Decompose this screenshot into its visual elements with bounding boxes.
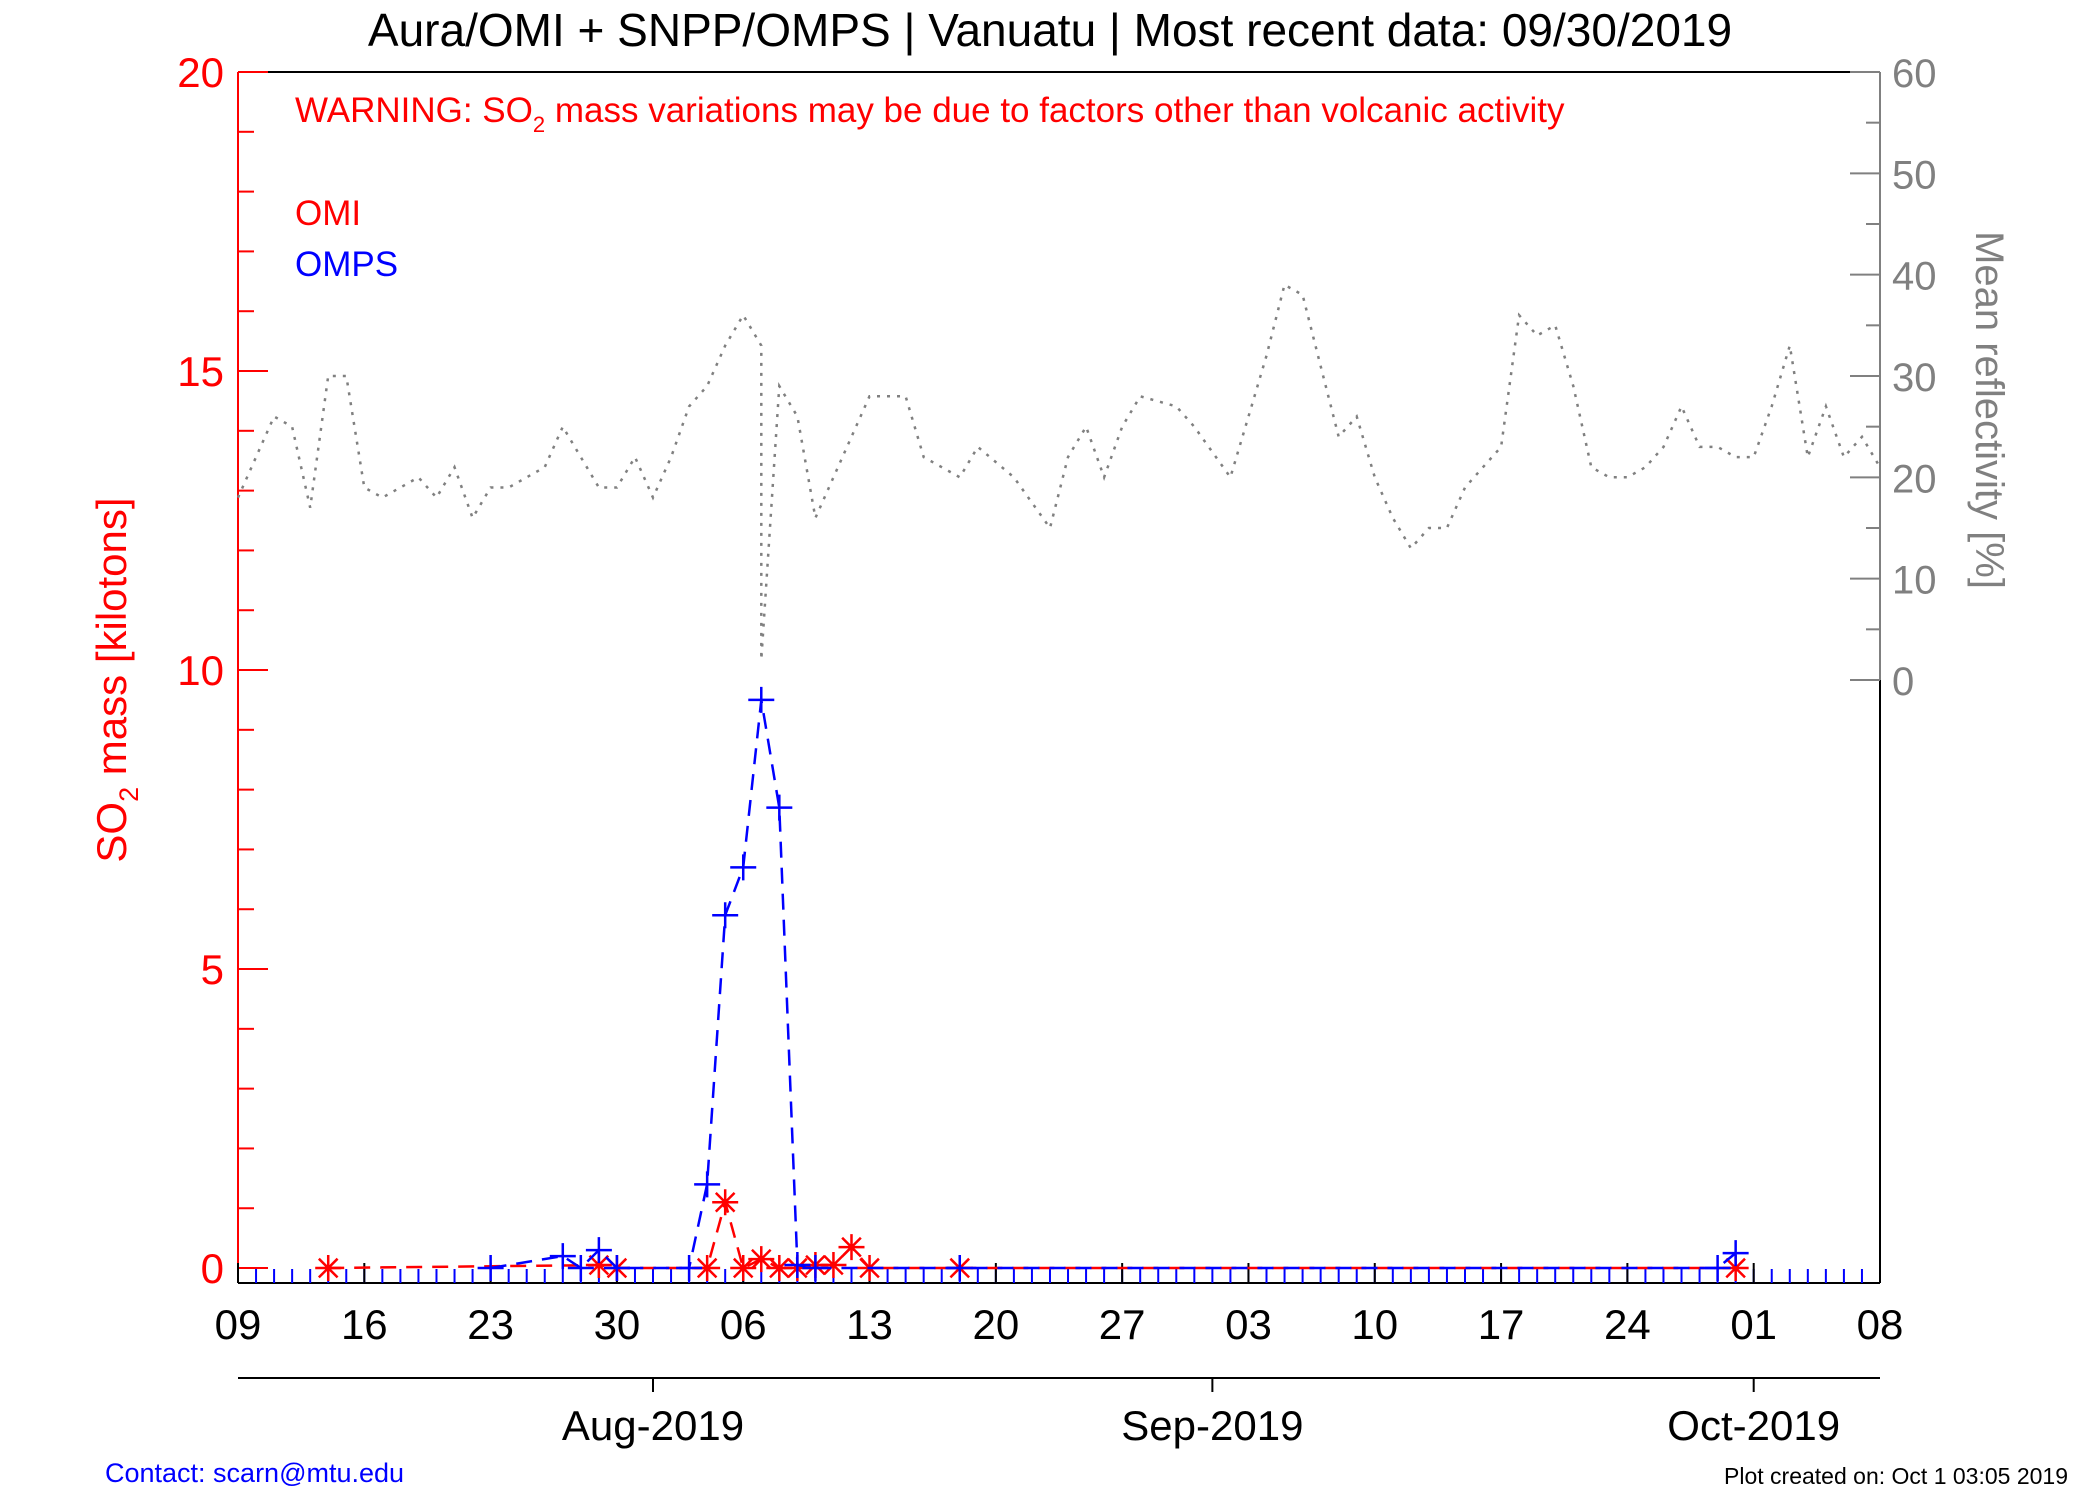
- omi-point: [838, 1234, 865, 1261]
- omi-point: [748, 1246, 775, 1273]
- y2-tick-label: 20: [1892, 457, 1937, 501]
- omi-point: [820, 1252, 847, 1279]
- omps-point: [477, 1255, 504, 1282]
- month-label: Oct-2019: [1667, 1402, 1840, 1449]
- omi-point: [766, 1255, 793, 1282]
- reflectivity-line: [236, 282, 1882, 660]
- y-tick-label: 10: [177, 647, 224, 694]
- footer-created: Plot created on: Oct 1 03:05 2019: [1724, 1463, 2068, 1489]
- omi-point: [1722, 1255, 1749, 1282]
- omi-point: [712, 1189, 739, 1216]
- x-tick-label: 01: [1730, 1301, 1777, 1348]
- warning-prefix: WARNING: SO: [295, 91, 533, 130]
- y-axis-label: SO2 mass [kilotons]: [88, 497, 144, 862]
- y2-tick-label: 30: [1892, 356, 1937, 400]
- omi-point: [585, 1252, 612, 1279]
- omi-line: [328, 1197, 1736, 1270]
- omps-point: [946, 1255, 973, 1282]
- omps-point: [585, 1237, 612, 1264]
- omps-point: [603, 1255, 630, 1282]
- omps-point: [766, 794, 793, 821]
- y-axis-label-suffix: mass [kilotons]: [88, 497, 135, 786]
- omps-point: [784, 1252, 811, 1279]
- omps-point: [567, 1255, 594, 1282]
- omps-point: [712, 902, 739, 929]
- warning-text: WARNING: SO2 mass variations may be due …: [295, 91, 1565, 137]
- omps-point: [1722, 1240, 1749, 1267]
- omps-point: [748, 686, 775, 713]
- y2-axis-label: Mean reflectivity [%]: [1967, 231, 2011, 589]
- omps-point: [549, 1243, 576, 1270]
- x-tick-label: 27: [1099, 1301, 1146, 1348]
- y2-tick-label: 50: [1892, 153, 1937, 197]
- chart-title: Aura/OMI + SNPP/OMPS | Vanuatu | Most re…: [368, 4, 1732, 56]
- warning-suffix: mass variations may be due to factors ot…: [545, 91, 1565, 130]
- x-tick-label: 13: [846, 1301, 893, 1348]
- footer-contact: Contact: scarn@mtu.edu: [105, 1458, 404, 1488]
- legend-omps: OMPS: [295, 245, 398, 284]
- x-tick-label: 10: [1351, 1301, 1398, 1348]
- y2-tick-label: 10: [1892, 559, 1937, 603]
- omi-point: [315, 1255, 342, 1282]
- legend-omi: OMI: [295, 194, 361, 233]
- y2-tick-label: 40: [1892, 255, 1937, 299]
- x-tick-label: 09: [215, 1301, 262, 1348]
- x-tick-label: 23: [467, 1301, 514, 1348]
- x-tick-label: 16: [341, 1301, 388, 1348]
- y2-tick-label: 60: [1892, 52, 1937, 96]
- omps-point: [694, 1171, 721, 1198]
- x-tick-label: 30: [594, 1301, 641, 1348]
- x-tick-label: 03: [1225, 1301, 1272, 1348]
- warning-subscript: 2: [533, 112, 545, 137]
- y2-tick-label: 0: [1892, 660, 1914, 704]
- y-tick-label: 15: [177, 348, 224, 395]
- y-tick-label: 0: [201, 1245, 224, 1292]
- omps-point: [1704, 1255, 1731, 1282]
- x-tick-label: 08: [1857, 1301, 1904, 1348]
- y-tick-label: 20: [177, 49, 224, 96]
- x-tick-label: 06: [720, 1301, 767, 1348]
- omps-point: [730, 854, 757, 881]
- x-tick-label: 17: [1478, 1301, 1525, 1348]
- y-axis-label-subscript: 2: [114, 787, 144, 802]
- x-tick-label: 20: [972, 1301, 1019, 1348]
- omps-point: [676, 1255, 703, 1282]
- y-tick-label: 5: [201, 946, 224, 993]
- month-label: Sep-2019: [1121, 1402, 1303, 1449]
- x-tick-label: 24: [1604, 1301, 1651, 1348]
- month-label: Aug-2019: [562, 1402, 744, 1449]
- omps-point: [802, 1255, 829, 1282]
- y-axis-label-prefix: SO: [88, 802, 135, 863]
- omps-line: [490, 699, 1737, 1270]
- omi-point: [694, 1255, 721, 1282]
- omi-point: [730, 1255, 757, 1282]
